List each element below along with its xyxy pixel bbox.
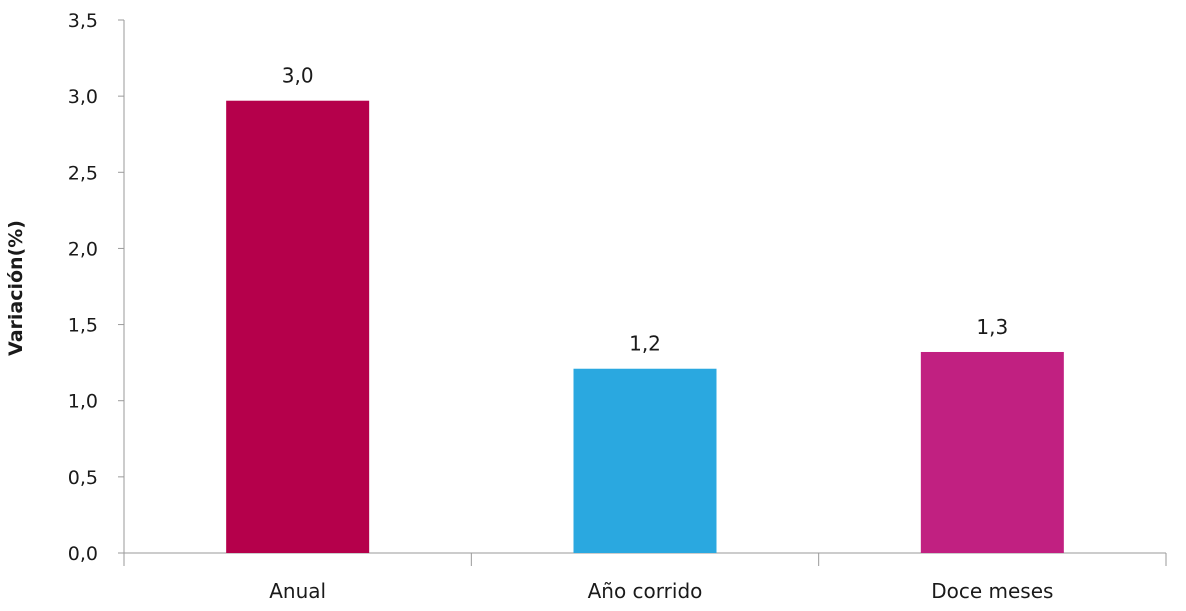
data-label: 1,3	[976, 315, 1008, 339]
y-tick-label: 0,0	[68, 543, 98, 565]
labels: 0,0 0,5 1,0 1,5 2,0 2,5 3,0 3,5 3,0 Anual 1,2 Año c…	[68, 10, 1054, 603]
y-tick-label: 3,0	[68, 86, 98, 108]
bars	[226, 100, 1064, 553]
y-tick-label: 1,0	[68, 391, 98, 413]
y-tick-label: 2,5	[68, 162, 98, 184]
y-tick-label: 1,5	[68, 315, 98, 337]
bar	[573, 368, 717, 553]
x-category-label: Anual	[269, 579, 326, 603]
bar	[226, 100, 370, 553]
bar	[920, 351, 1064, 553]
data-label: 1,2	[629, 332, 661, 356]
y-tick-label: 2,0	[68, 238, 98, 260]
y-axis-title: Variación(%)	[5, 220, 27, 356]
y-tick-label: 3,5	[68, 10, 98, 32]
x-category-label: Doce meses	[931, 579, 1053, 603]
x-category-label: Año corrido	[588, 579, 703, 603]
y-tick-label: 0,5	[68, 467, 98, 489]
data-label: 3,0	[282, 64, 314, 88]
